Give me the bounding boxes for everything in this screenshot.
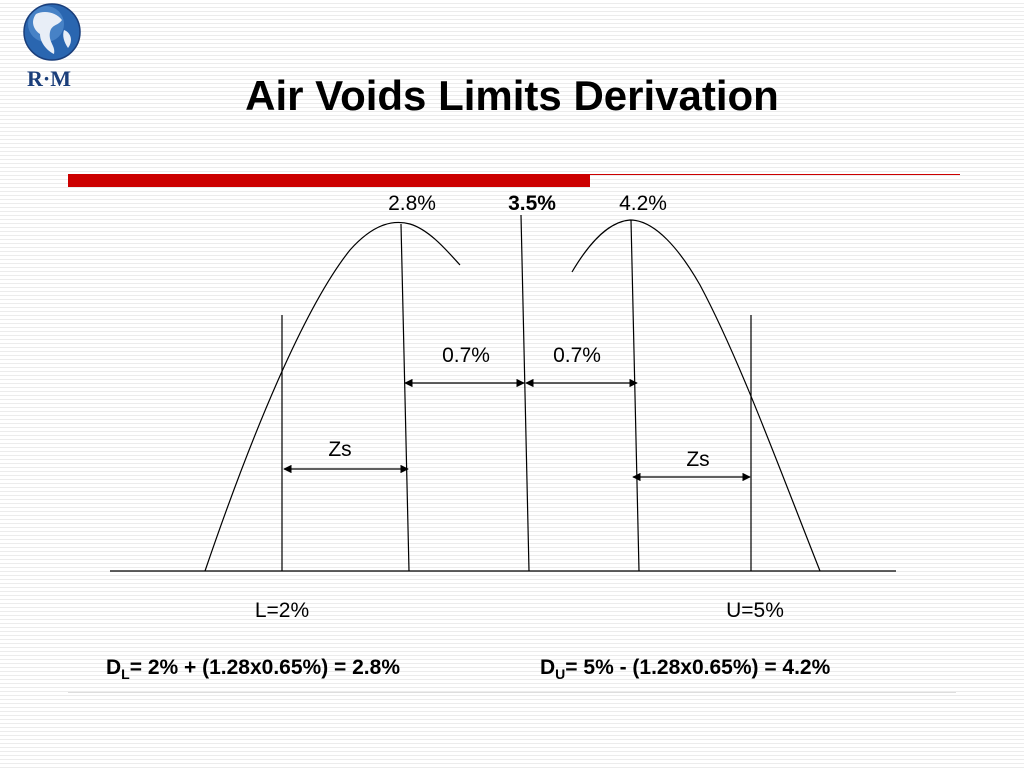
- divider-thin-line: [590, 174, 960, 175]
- right-peak-line: [630, 219, 640, 572]
- peak-right-label: 4.2%: [619, 192, 667, 215]
- offset-left-label: 0.7%: [442, 344, 490, 367]
- globe-icon: [23, 3, 81, 61]
- center-label: 3.5%: [508, 192, 556, 215]
- zs-left-label: Zs: [328, 438, 351, 461]
- right-distribution-curve: [571, 219, 821, 572]
- lower-formula: DL= 2% + (1.28x0.65%) = 2.8%: [106, 656, 400, 682]
- lower-limit-label: L=2%: [255, 599, 309, 622]
- bottom-rule: [68, 692, 956, 693]
- left-peak-line: [400, 223, 410, 572]
- upper-formula-subscript: U: [555, 666, 566, 682]
- left-distribution-curve: [204, 221, 461, 572]
- peak-left-label: 2.8%: [388, 192, 436, 215]
- upper-formula: DU= 5% - (1.28x0.65%) = 4.2%: [540, 656, 830, 682]
- center-line: [520, 214, 530, 572]
- upper-formula-expression: = 5% - (1.28x0.65%) = 4.2%: [565, 656, 831, 679]
- lower-formula-subscript: L: [121, 666, 130, 682]
- logo-text: R·M: [27, 66, 71, 91]
- company-logo: R·M: [23, 3, 81, 91]
- page-title: Air Voids Limits Derivation: [245, 72, 779, 119]
- divider-red-bar: [68, 174, 590, 187]
- upper-formula-prefix: D: [540, 656, 556, 679]
- zs-right-label: Zs: [686, 448, 709, 471]
- lower-formula-expression: = 2% + (1.28x0.65%) = 2.8%: [129, 656, 400, 679]
- title-divider: [68, 170, 960, 190]
- offset-right-label: 0.7%: [553, 344, 601, 367]
- upper-limit-label: U=5%: [726, 599, 784, 622]
- lower-formula-prefix: D: [106, 656, 122, 679]
